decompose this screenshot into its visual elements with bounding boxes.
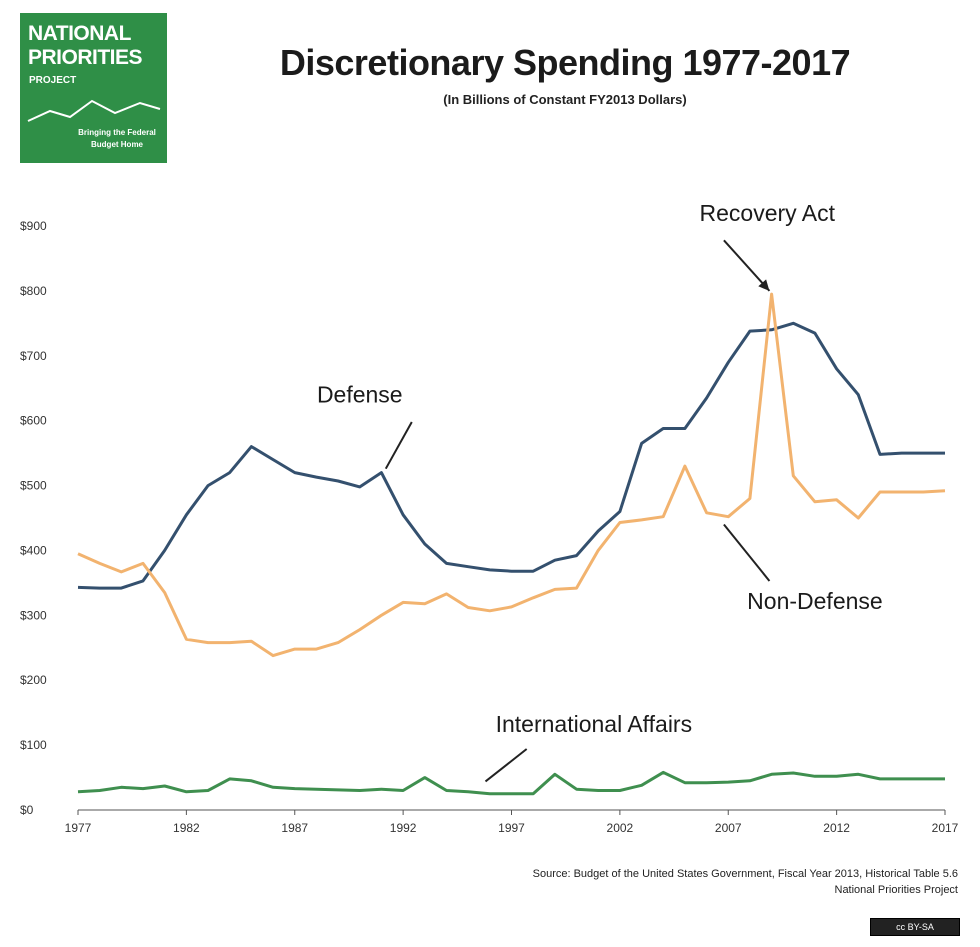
npp-logo: NATIONAL PRIORITIES PROJECT Bringing the… (20, 13, 167, 163)
annotation-non-defense: Non-Defense (747, 588, 883, 614)
chart-series (77, 292, 946, 796)
source-line1: Source: Budget of the United States Gove… (532, 868, 958, 880)
x-tick-label: 2012 (823, 821, 850, 835)
chart-axes: $0 $100 $200 $300 $400 $500 $600 $700 $800 $900 19… (20, 219, 959, 835)
annotation-recovery-act: Recovery Act (700, 200, 836, 226)
annotation-arrow-recovery-act (723, 239, 771, 292)
y-tick-label: $800 (20, 284, 47, 298)
annotation-arrow-non-defense (723, 523, 771, 582)
annotation-arrowhead (758, 279, 770, 291)
x-tick-label: 1997 (498, 821, 525, 835)
x-tick-label: 2017 (932, 821, 959, 835)
source-line2: National Priorities Project (834, 884, 959, 896)
x-tick-label: 2007 (715, 821, 742, 835)
annotation-international-affairs: International Affairs (496, 711, 692, 737)
chart-subtitle: (In Billions of Constant FY2013 Dollars) (443, 92, 687, 107)
y-tick-label: $700 (20, 349, 47, 363)
annotation-arrow-defense (384, 421, 413, 470)
y-tick-label: $100 (20, 738, 47, 752)
x-tick-label: 1982 (173, 821, 200, 835)
chart-title: Discretionary Spending 1977-2017 (279, 42, 851, 83)
logo-line2: PRIORITIES (28, 46, 143, 69)
logo-line3: PROJECT (29, 75, 77, 86)
source-note: Source: Budget of the United States Gove… (533, 866, 958, 898)
y-tick-label: $200 (20, 673, 47, 687)
y-tick-label: $500 (20, 479, 47, 493)
x-tick-label: 2002 (607, 821, 634, 835)
y-tick-label: $400 (20, 543, 47, 557)
logo-line1: NATIONAL (28, 22, 131, 45)
annotation-defense: Defense (317, 381, 403, 407)
series-line-international-affairs (77, 770, 945, 796)
y-tick-label: $300 (20, 608, 47, 622)
y-tick-label: $0 (20, 803, 34, 817)
license-badge[interactable]: cc BY-SA (870, 918, 960, 936)
x-tick-label: 1977 (65, 821, 92, 835)
logo-graph-icon (27, 99, 161, 122)
y-tick-label: $600 (20, 414, 47, 428)
x-tick-label: 1987 (281, 821, 308, 835)
series-line-defense (77, 321, 945, 590)
logo-tagline: Bringing the Federal Budget Home (78, 128, 156, 149)
y-tick-label: $900 (20, 219, 47, 233)
x-tick-label: 1992 (390, 821, 417, 835)
chart-annotations: Recovery Act Defense Non-Defense Internatio… (317, 200, 883, 783)
series-line-non-defense (77, 292, 946, 658)
annotation-arrow-international-affairs (484, 748, 528, 783)
